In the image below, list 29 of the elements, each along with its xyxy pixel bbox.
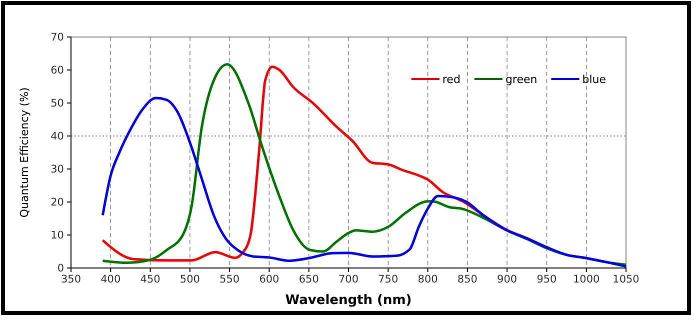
x-tick-label: 650 bbox=[298, 273, 319, 286]
x-tick-label: 900 bbox=[497, 273, 518, 286]
x-tick-label: 850 bbox=[457, 273, 478, 286]
y-tick-label: 10 bbox=[50, 229, 64, 242]
y-tick-label: 0 bbox=[57, 262, 64, 274]
y-tick-label: 30 bbox=[50, 163, 64, 176]
x-tick-label: 700 bbox=[338, 273, 359, 286]
x-axis-title: Wavelength (nm) bbox=[285, 293, 412, 308]
legend-label: blue bbox=[582, 73, 606, 86]
y-tick-label: 70 bbox=[50, 31, 64, 44]
x-tick-label: 750 bbox=[378, 273, 398, 286]
y-tick-label: 50 bbox=[50, 97, 64, 110]
x-tick-label: 950 bbox=[536, 273, 557, 286]
line-series bbox=[101, 96, 628, 268]
x-tick-label: 1050 bbox=[612, 273, 640, 286]
y-tick-label: 20 bbox=[50, 196, 64, 208]
x-tick-label: 600 bbox=[259, 273, 280, 286]
x-tick-label: 400 bbox=[100, 273, 121, 286]
legend-label: red bbox=[442, 73, 460, 86]
x-tick-label: 1000 bbox=[572, 273, 600, 286]
x-tick-label: 550 bbox=[220, 273, 240, 286]
x-tick-label: 350 bbox=[60, 273, 82, 286]
x-tick-label: 500 bbox=[180, 273, 200, 286]
x-tick-label: 450 bbox=[140, 273, 160, 286]
y-tick-label: 60 bbox=[50, 64, 64, 76]
x-tick-label: 800 bbox=[418, 273, 438, 286]
legend-label: green bbox=[505, 73, 538, 86]
y-axis-title: Quantum Efficiency (%) bbox=[18, 87, 31, 218]
y-tick-label: 40 bbox=[50, 130, 64, 142]
